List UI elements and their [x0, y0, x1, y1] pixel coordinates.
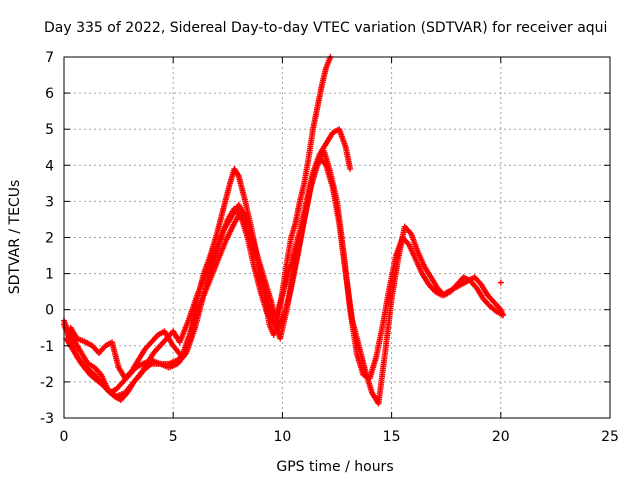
grid-lines	[64, 57, 610, 418]
y-tick-label: -1	[40, 339, 54, 355]
y-tick-label: 0	[45, 303, 54, 319]
data-point	[497, 279, 504, 286]
data-point	[499, 312, 506, 319]
chart-title: Day 335 of 2022, Sidereal Day-to-day VTE…	[44, 20, 607, 36]
y-tick-label: 7	[45, 50, 54, 66]
y-tick-label: 5	[45, 122, 54, 138]
y-tick-label: 4	[45, 158, 54, 174]
x-tick-label: 10	[273, 429, 291, 445]
data-points	[61, 54, 506, 407]
y-tick-label: 1	[45, 267, 54, 283]
axis-ticks: 0 5 10 15 20 25 -3 -2 -1 0 1 2 3 4 5 6 7	[40, 50, 619, 445]
x-axis-label: GPS time / hours	[276, 459, 393, 475]
y-tick-label: 3	[45, 194, 54, 210]
x-tick-label: 25	[601, 429, 619, 445]
data-point	[347, 165, 354, 172]
x-tick-label: 5	[169, 429, 178, 445]
y-tick-label: 2	[45, 231, 54, 247]
y-tick-label: -2	[40, 375, 54, 391]
x-tick-label: 0	[60, 429, 69, 445]
y-tick-label: -3	[40, 411, 54, 427]
x-tick-label: 15	[383, 429, 401, 445]
x-tick-label: 20	[492, 429, 510, 445]
y-tick-label: 6	[45, 86, 54, 102]
y-axis-label: SDTVAR / TECUs	[7, 180, 23, 295]
